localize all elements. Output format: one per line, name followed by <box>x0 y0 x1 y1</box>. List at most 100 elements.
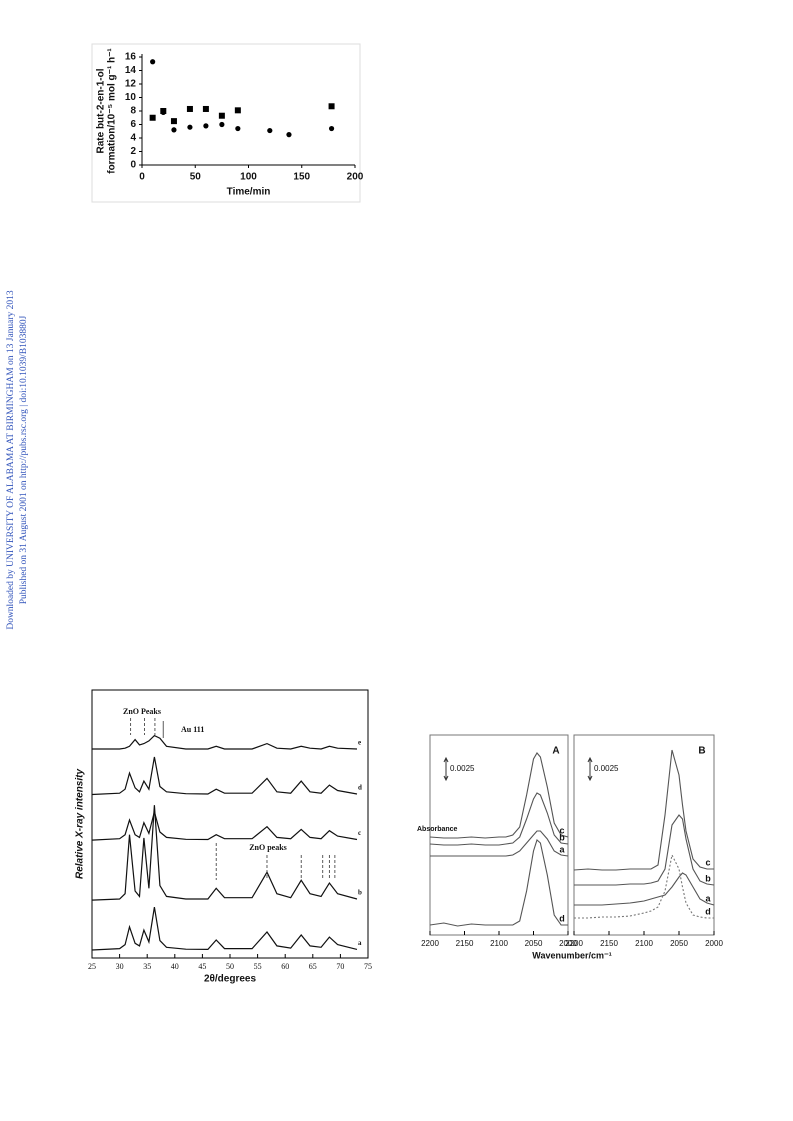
x-tick-label: 50 <box>226 962 234 971</box>
annotation: Au 111 <box>181 725 204 734</box>
series-line <box>429 752 569 839</box>
point <box>219 121 225 128</box>
point <box>267 127 273 134</box>
point <box>160 109 166 115</box>
scale-label: 0.0025 <box>450 764 475 773</box>
panel-label: B <box>698 746 705 757</box>
x-tick-label: 2150 <box>456 939 474 948</box>
y-axis-label: formation/10⁻⁵ mol g⁻¹ h⁻¹ <box>107 48 118 174</box>
point <box>186 105 193 112</box>
plot-frame <box>91 689 369 959</box>
x-tick-label: 0 <box>139 172 145 183</box>
x-tick-label: 25 <box>88 962 96 971</box>
x-tick-label: 100 <box>240 172 257 183</box>
point <box>202 105 209 112</box>
sidebar-line: Published on 31 August 2001 on http://pu… <box>19 315 29 604</box>
point <box>328 103 335 110</box>
series-line <box>430 830 569 857</box>
series-line <box>574 853 714 919</box>
series-line <box>91 805 358 901</box>
annotation: ZnO Peaks <box>123 707 161 716</box>
x-tick-label: 75 <box>364 962 372 971</box>
x-tick-label: 40 <box>171 962 179 971</box>
x-tick-label: 30 <box>116 962 124 971</box>
point <box>286 132 292 138</box>
panel-label: A <box>552 746 559 757</box>
series-label: b <box>559 832 565 842</box>
y-tick-label: 14 <box>125 65 137 76</box>
series-line <box>573 749 714 871</box>
series-line <box>91 756 358 796</box>
series-label: d <box>358 784 362 792</box>
x-axis-label: Wavenumber/cm⁻¹ <box>532 950 611 960</box>
x-tick-label: 2200 <box>565 939 583 948</box>
series-line <box>429 839 568 927</box>
point <box>218 112 225 119</box>
y-axis-label: Relative X-ray intensity <box>75 769 86 879</box>
y-tick-label: 8 <box>130 106 136 117</box>
point <box>203 123 209 129</box>
series-line <box>91 809 358 841</box>
series-label: d <box>705 906 711 916</box>
series-line <box>91 907 358 951</box>
x-tick-label: 2150 <box>600 939 618 948</box>
x-axis-label: Time/min <box>227 187 271 198</box>
x-tick-label: 2200 <box>421 939 439 948</box>
x-tick-label: 70 <box>336 962 344 971</box>
y-tick-label: 16 <box>125 52 137 63</box>
x-tick-label: 35 <box>143 962 151 971</box>
point <box>149 114 156 121</box>
x-tick-label: 50 <box>190 172 202 183</box>
x-tick-label: 45 <box>198 962 206 971</box>
y-tick-label: 6 <box>130 119 136 130</box>
x-tick-label: 2050 <box>670 939 688 948</box>
y-tick-label: 2 <box>130 146 136 157</box>
scale-label: 0.0025 <box>594 764 619 773</box>
figure-border <box>91 43 361 203</box>
y-tick-label: 0 <box>130 160 136 171</box>
series-line <box>92 734 358 750</box>
y-tick-label: 10 <box>125 92 137 103</box>
sidebar-line: Downloaded by UNIVERSITY OF ALABAMA AT B… <box>6 290 16 630</box>
point <box>170 118 177 125</box>
x-axis-label: 2θ/degrees <box>204 974 257 985</box>
series-label: c <box>559 825 564 835</box>
x-tick-label: 2100 <box>490 939 508 948</box>
series-label: c <box>705 857 710 867</box>
x-tick-label: 2000 <box>705 939 723 948</box>
annotation: ZnO peaks <box>249 843 287 852</box>
y-tick-label: 12 <box>125 79 137 90</box>
point <box>187 124 193 130</box>
series-label: a <box>705 893 711 903</box>
point <box>235 125 241 132</box>
y-axis-label: Rate but-2-en-1-ol <box>96 68 107 153</box>
point <box>150 59 156 65</box>
y-tick-label: 4 <box>130 133 136 144</box>
y-axis-label: Absorbance <box>417 826 458 833</box>
series-line <box>574 814 715 886</box>
point <box>234 107 241 114</box>
series-label: a <box>559 844 565 854</box>
x-tick-label: 2050 <box>525 939 543 948</box>
series-label: b <box>705 873 711 883</box>
point <box>171 127 177 133</box>
series-label: d <box>559 913 565 923</box>
scale-arrow <box>443 756 449 782</box>
x-tick-label: 65 <box>309 962 317 971</box>
x-tick-label: 2000 <box>559 939 577 948</box>
point <box>328 125 335 132</box>
scale-arrow <box>587 756 593 782</box>
x-tick-label: 60 <box>281 962 289 971</box>
x-tick-label: 55 <box>254 962 262 971</box>
series-label: e <box>358 739 361 747</box>
x-tick-label: 150 <box>293 172 310 183</box>
series-label: a <box>358 939 362 947</box>
series-line <box>429 792 569 846</box>
x-tick-label: 2100 <box>635 939 653 948</box>
series-label: b <box>358 889 362 897</box>
series-label: c <box>358 829 361 837</box>
series-line <box>574 872 715 906</box>
x-tick-label: 200 <box>347 172 364 183</box>
